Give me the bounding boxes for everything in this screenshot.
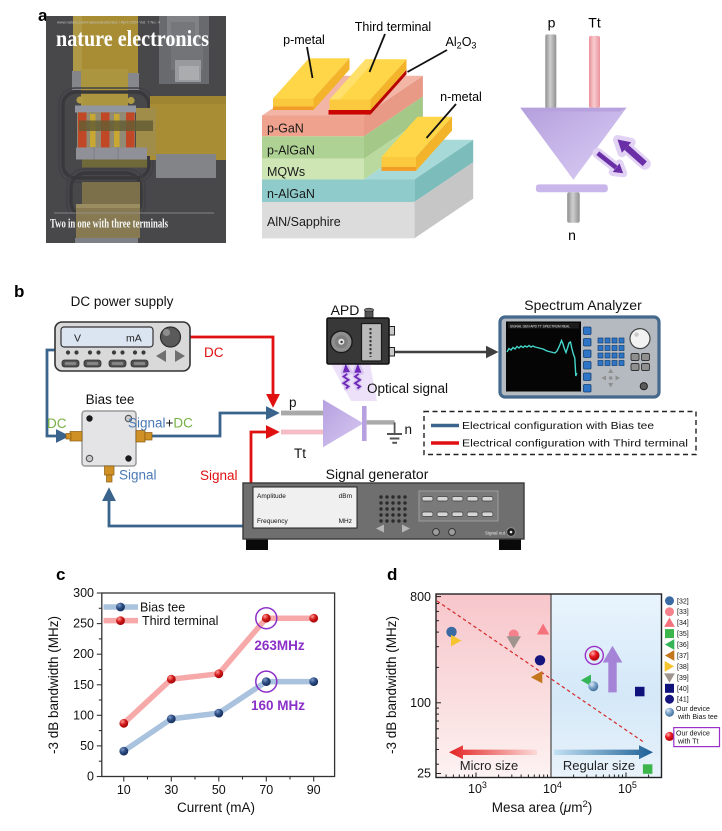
svg-text:Spectrum Analyzer: Spectrum Analyzer bbox=[524, 297, 642, 313]
svg-text:Electrical configuration with: Electrical configuration with Third term… bbox=[462, 438, 688, 450]
svg-text:100: 100 bbox=[410, 696, 431, 710]
svg-text:200: 200 bbox=[73, 647, 94, 661]
svg-text:dBm: dBm bbox=[339, 493, 352, 500]
svg-text:[32]: [32] bbox=[677, 598, 689, 605]
svg-text:Bias tee: Bias tee bbox=[140, 601, 185, 615]
svg-text:Frequency: Frequency bbox=[257, 518, 288, 525]
svg-text:with Tt: with Tt bbox=[677, 738, 699, 745]
svg-text:30: 30 bbox=[164, 783, 178, 797]
svg-text:Our device: Our device bbox=[676, 730, 710, 737]
svg-text:90: 90 bbox=[307, 783, 321, 797]
svg-text:Signal+DC: Signal+DC bbox=[128, 416, 193, 431]
svg-text:250: 250 bbox=[73, 617, 94, 631]
svg-text:0: 0 bbox=[87, 770, 94, 784]
svg-text:n-AlGaN: n-AlGaN bbox=[267, 187, 315, 201]
svg-text:-3 dB bandwidth (MHz): -3 dB bandwidth (MHz) bbox=[46, 616, 61, 754]
svg-text:Current (mA): Current (mA) bbox=[177, 800, 255, 815]
svg-text:[40]: [40] bbox=[677, 686, 689, 693]
svg-text:DC: DC bbox=[47, 416, 67, 431]
svg-text:Signal out: Signal out bbox=[485, 531, 506, 536]
svg-text:103: 103 bbox=[468, 780, 487, 796]
svg-text:Signal generator: Signal generator bbox=[326, 466, 429, 482]
svg-text:263MHz: 263MHz bbox=[254, 638, 305, 653]
svg-text:nature electronics: nature electronics bbox=[56, 26, 209, 51]
svg-text:[37]: [37] bbox=[677, 653, 689, 660]
svg-text:Regular size: Regular size bbox=[563, 758, 635, 773]
svg-text:[36]: [36] bbox=[677, 642, 689, 649]
svg-text:150: 150 bbox=[73, 678, 94, 692]
svg-text:-3 dB bandwidth (MHz): -3 dB bandwidth (MHz) bbox=[384, 616, 399, 754]
svg-text:with Bias tee: with Bias tee bbox=[677, 714, 718, 721]
svg-text:DC power supply: DC power supply bbox=[71, 294, 174, 309]
svg-text:100: 100 bbox=[73, 708, 94, 722]
svg-text:Signal: Signal bbox=[119, 468, 157, 483]
svg-text:160 MHz: 160 MHz bbox=[251, 698, 305, 713]
svg-text:www.nature.com/natureelectroni: www.nature.com/natureelectronics / April… bbox=[57, 21, 160, 25]
svg-text:Optical signal: Optical signal bbox=[367, 381, 448, 396]
svg-text:MQWs: MQWs bbox=[267, 165, 305, 179]
svg-text:p-GaN: p-GaN bbox=[267, 122, 304, 136]
svg-text:50: 50 bbox=[80, 739, 94, 753]
svg-text:Our device: Our device bbox=[676, 706, 710, 713]
svg-text:Mesa area (μm2): Mesa area (μm2) bbox=[492, 799, 592, 815]
svg-text:AlN/Sapphire: AlN/Sapphire bbox=[267, 215, 341, 229]
svg-text:MHz: MHz bbox=[339, 518, 352, 525]
svg-text:mA: mA bbox=[126, 333, 142, 345]
svg-text:Tt: Tt bbox=[294, 446, 306, 461]
svg-text:[35]: [35] bbox=[677, 631, 689, 638]
svg-text:p: p bbox=[548, 15, 556, 31]
svg-text:n-metal: n-metal bbox=[440, 90, 482, 104]
svg-text:Electrical configuration with: Electrical configuration with Bias tee bbox=[462, 420, 654, 432]
svg-text:50: 50 bbox=[212, 783, 226, 797]
svg-text:n: n bbox=[568, 227, 576, 243]
svg-text:Amplitude: Amplitude bbox=[257, 493, 286, 500]
svg-text:105: 105 bbox=[618, 780, 637, 796]
svg-text:p-AlGaN: p-AlGaN bbox=[267, 144, 315, 158]
svg-text:10: 10 bbox=[117, 783, 131, 797]
svg-text:Third terminal: Third terminal bbox=[142, 614, 218, 628]
svg-text:800: 800 bbox=[410, 590, 431, 604]
svg-text:Tt: Tt bbox=[588, 15, 601, 31]
svg-text:n: n bbox=[405, 422, 413, 437]
svg-text:Two in one with three terminal: Two in one with three terminals bbox=[50, 216, 168, 231]
svg-text:[33]: [33] bbox=[677, 609, 689, 616]
svg-text:25: 25 bbox=[417, 767, 431, 781]
svg-text:Micro size: Micro size bbox=[460, 758, 519, 773]
svg-text:Signal: Signal bbox=[200, 468, 238, 483]
svg-text:SIGNAL GEN APD TT SPECTRUM REA: SIGNAL GEN APD TT SPECTRUM REAL bbox=[510, 324, 571, 329]
svg-text:[34]: [34] bbox=[677, 620, 689, 627]
svg-text:DC: DC bbox=[204, 345, 224, 360]
svg-text:[39]: [39] bbox=[677, 675, 689, 682]
svg-text:300: 300 bbox=[73, 586, 94, 600]
svg-text:Third terminal: Third terminal bbox=[355, 20, 431, 34]
svg-text:[41]: [41] bbox=[677, 697, 689, 704]
svg-text:Bias tee: Bias tee bbox=[86, 392, 135, 407]
svg-text:[38]: [38] bbox=[677, 664, 689, 671]
svg-text:p: p bbox=[289, 395, 297, 410]
svg-text:V: V bbox=[74, 333, 81, 345]
svg-text:APD: APD bbox=[331, 302, 360, 318]
svg-text:104: 104 bbox=[543, 780, 562, 796]
svg-text:70: 70 bbox=[259, 783, 273, 797]
svg-text:Al2O3: Al2O3 bbox=[446, 35, 477, 51]
svg-text:p-metal: p-metal bbox=[283, 33, 325, 47]
